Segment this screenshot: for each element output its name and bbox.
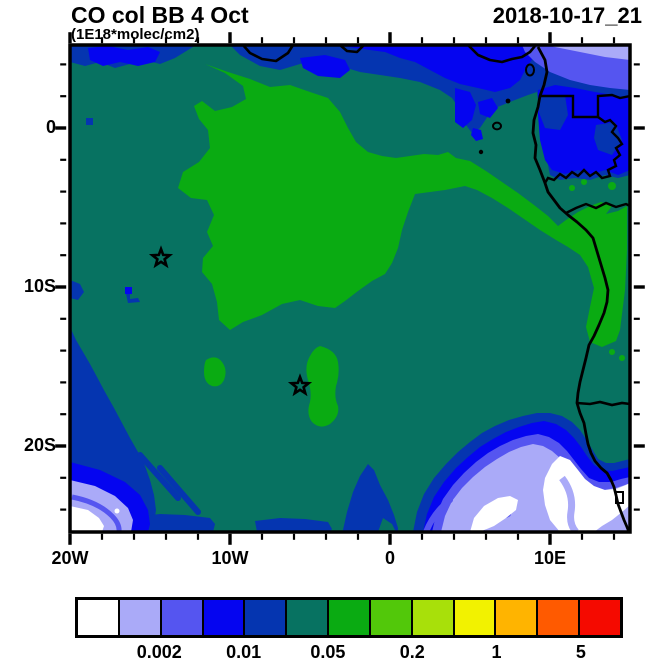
- x-axis-label-20W: 20W: [51, 548, 89, 568]
- contour-region-blue-patch: [300, 55, 350, 78]
- contour-region-sw-white: [70, 506, 104, 532]
- star-markers: [148, 245, 313, 397]
- coastline-gulf-of-guinea: [242, 45, 295, 63]
- colorbar-swatch-5: [285, 600, 328, 635]
- contour-region-south-blob-darkblue: [343, 464, 398, 532]
- island-annobon: [478, 149, 484, 155]
- contour-region-blue-patch: [455, 88, 476, 128]
- colorbar-swatch-7: [368, 600, 411, 635]
- coastline-niger-delta: [467, 45, 536, 64]
- axis-ticks: [55, 32, 645, 545]
- colorbar-swatch-12: [578, 600, 620, 635]
- star-st-helena: [287, 373, 313, 397]
- colorbar-swatch-4: [243, 600, 286, 635]
- coastline-benin-dip: [339, 45, 365, 54]
- contour-region-blue-patch-gulf: [340, 45, 537, 92]
- colorbar-swatch-1: [117, 600, 160, 635]
- colorbar-label-0.2: 0.2: [399, 642, 425, 662]
- star-ascension-island: [148, 245, 174, 269]
- colorbar-swatch-8: [410, 600, 453, 635]
- country-border: [565, 201, 630, 215]
- x-axis-label-10W: 10W: [211, 548, 249, 568]
- contour-region-blue-fleck: [471, 128, 483, 141]
- contour-region-se-white: [470, 496, 518, 532]
- contour-region-green-blob: [204, 357, 226, 387]
- island-principe: [505, 98, 511, 104]
- plot-title: CO col BB 4 Oct: [71, 2, 249, 28]
- colorbar-swatch-6: [327, 600, 369, 635]
- x-axis-label-10E: 10E: [533, 548, 567, 568]
- y-axis-label-10S: 10S: [23, 276, 56, 296]
- colorbar: [75, 597, 623, 638]
- colorbar-swatch-9: [452, 600, 495, 635]
- colorbar-label-0.002: 0.002: [136, 642, 182, 662]
- contour-fleck-blue: [125, 287, 132, 294]
- country-border-angola-namibia: [576, 400, 630, 407]
- contour-fleck-darkblue: [70, 280, 84, 300]
- contour-region-lavender-corner: [545, 45, 630, 60]
- contour-notch-teal: [378, 518, 396, 532]
- colorbar-swatch-11: [536, 600, 579, 635]
- colorbar-label-0.05: 0.05: [310, 642, 346, 662]
- country-border: [543, 116, 624, 184]
- contour-green-fleck: [581, 179, 587, 185]
- colorbar-swatch-10: [494, 600, 537, 635]
- contour-green-fleck: [619, 355, 625, 361]
- contour-dot-white: [114, 508, 120, 514]
- map-frame: [68, 43, 632, 534]
- country-border: [540, 93, 630, 119]
- y-axis-label-0: 0: [45, 117, 56, 137]
- contour-region-blue-patch: [88, 46, 160, 66]
- contour-swirl-lavender: [559, 475, 579, 532]
- contour-streak-darkblue: [157, 465, 201, 515]
- colorbar-label-5: 5: [575, 642, 586, 662]
- x-axis-label-0: 0: [384, 548, 395, 568]
- contour-arc-periwinkle: [71, 494, 122, 532]
- coastline-west-africa: [531, 46, 630, 532]
- colorbar-label-0.01: 0.01: [226, 642, 262, 662]
- y-axis-label-20S: 20S: [23, 435, 56, 455]
- contour-fleck-darkblue: [126, 294, 140, 303]
- coast-box-marker: [615, 491, 624, 504]
- colorbar-swatch-3: [201, 600, 244, 635]
- colorbar-swatch-0: [78, 600, 118, 635]
- run-timestamp: 2018-10-17_21: [492, 3, 642, 28]
- colorbar-label-1: 1: [491, 642, 502, 662]
- contour-region-green-plume: [178, 64, 627, 347]
- plot-units-subtitle: (1E18*molec/cm2): [71, 26, 200, 43]
- island-sao-tome: [492, 121, 502, 131]
- contour-strip-darkblue: [255, 518, 332, 532]
- contour-strip-darkblue: [135, 514, 215, 532]
- colorbar-swatch-2: [159, 600, 202, 635]
- contour-green-fleck: [608, 182, 616, 190]
- contour-streak-darkblue: [137, 452, 181, 501]
- contour-region-blue-patch: [478, 98, 498, 118]
- island-bioko: [525, 63, 535, 77]
- contour-region-darkblue-patch: [594, 122, 622, 155]
- contour-green-fleck: [569, 185, 575, 191]
- contour-streak-periwinkle: [423, 497, 453, 532]
- contour-fleck-darkblue: [86, 118, 93, 125]
- contour-region-se-white: [543, 456, 630, 532]
- contour-green-fleck: [609, 349, 615, 355]
- contour-region-darkblue-patch: [538, 95, 568, 130]
- contour-region-green-blob: [306, 346, 339, 427]
